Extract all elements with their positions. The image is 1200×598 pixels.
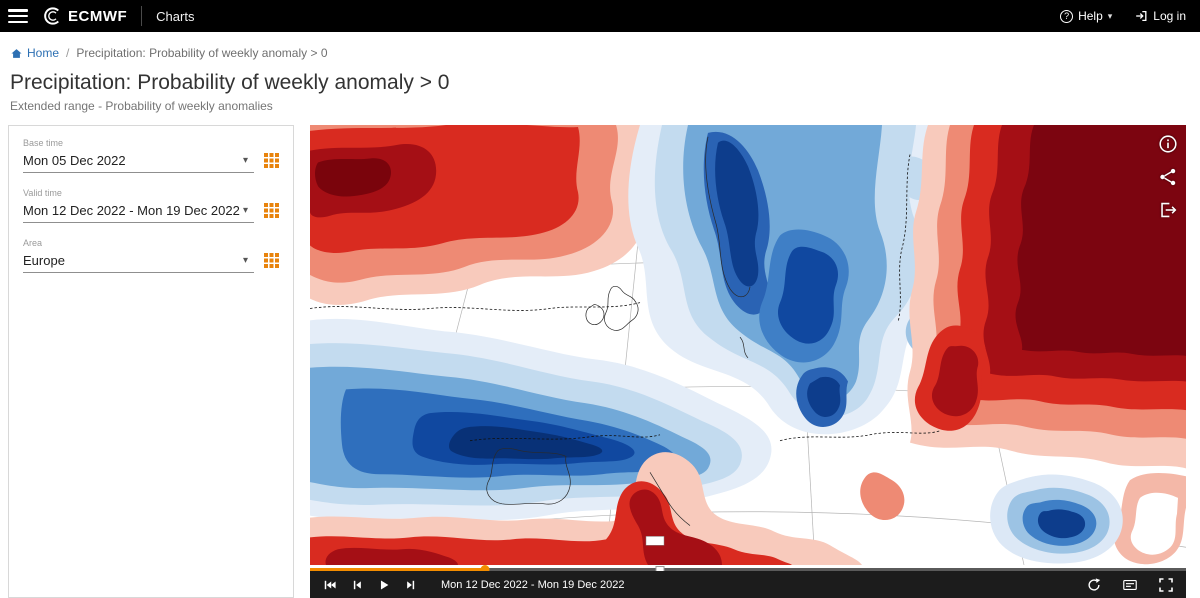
contour-lines	[310, 154, 941, 442]
base-time-grid-button[interactable]	[264, 153, 279, 168]
help-menu[interactable]: ? Help ▾	[1060, 9, 1112, 23]
grid-icon	[264, 253, 279, 268]
map-attribution-box	[645, 536, 665, 546]
login-button[interactable]: Log in	[1134, 9, 1186, 23]
step-forward-button[interactable]	[400, 576, 422, 594]
loop-icon	[1088, 577, 1101, 591]
chevron-down-icon: ▾	[242, 255, 248, 266]
weather-map[interactable]	[310, 125, 1186, 565]
top-navbar: ECMWF Charts ? Help ▾ Log in	[0, 0, 1200, 32]
help-icon: ?	[1060, 9, 1074, 23]
ecmwf-logo[interactable]: ECMWF	[42, 6, 127, 26]
area-row: Area Europe ▾	[23, 238, 279, 273]
slider-fill	[310, 568, 486, 571]
info-icon	[1159, 135, 1177, 153]
step-back-button[interactable]	[346, 576, 368, 594]
login-icon	[1136, 10, 1147, 22]
valid-time-select[interactable]: Mon 12 Dec 2022 - Mon 19 Dec 2022 ▾	[23, 200, 254, 223]
step-back-icon	[353, 580, 361, 589]
share-button[interactable]	[1157, 166, 1179, 188]
map-area: Mon 12 Dec 2022 - Mon 19 Dec 2022	[310, 125, 1186, 598]
player-time-label: Mon 12 Dec 2022 - Mon 19 Dec 2022	[441, 578, 625, 591]
breadcrumb-home-link[interactable]: Home	[10, 46, 59, 60]
coastlines	[486, 136, 751, 526]
slider-track[interactable]	[310, 568, 1186, 571]
fullscreen-button[interactable]	[1155, 576, 1177, 594]
fullscreen-icon	[1159, 577, 1173, 592]
play-icon	[380, 579, 389, 590]
map-canvas	[310, 125, 1186, 565]
base-time-select[interactable]: Mon 05 Dec 2022 ▾	[23, 150, 254, 173]
breadcrumb-separator: /	[66, 46, 70, 60]
chart-options-panel: Base time Mon 05 Dec 2022 ▾ Valid time M…	[8, 125, 294, 598]
ecmwf-globe-icon	[44, 7, 59, 25]
login-label: Log in	[1153, 9, 1186, 23]
base-time-row: Base time Mon 05 Dec 2022 ▾	[23, 138, 279, 173]
breadcrumb-home-label: Home	[27, 46, 60, 60]
map-toolbar	[1157, 133, 1179, 221]
chevron-down-icon: ▾	[1107, 10, 1113, 21]
home-icon	[11, 48, 22, 58]
page-subtitle: Extended range - Probability of weekly a…	[10, 99, 273, 113]
export-icon	[1161, 202, 1177, 218]
page-title: Precipitation: Probability of weekly ano…	[10, 71, 450, 94]
skip-to-start-icon	[324, 580, 336, 589]
loop-button[interactable]	[1083, 576, 1105, 594]
base-time-label: Base time	[23, 138, 64, 148]
legend-icon	[1123, 579, 1137, 590]
menu-icon[interactable]	[8, 9, 28, 23]
skip-to-start-button[interactable]	[319, 576, 341, 594]
valid-time-label: Valid time	[23, 188, 62, 198]
area-grid-button[interactable]	[264, 253, 279, 268]
area-label: Area	[23, 238, 43, 248]
grid-icon	[264, 153, 279, 168]
valid-time-value: Mon 12 Dec 2022 - Mon 19 Dec 2022	[23, 203, 240, 218]
base-time-value: Mon 05 Dec 2022	[23, 153, 126, 168]
play-button[interactable]	[373, 576, 395, 594]
app-label[interactable]: Charts	[156, 8, 195, 24]
player-control-bar: Mon 12 Dec 2022 - Mon 19 Dec 2022	[310, 571, 1186, 598]
share-icon	[1160, 168, 1176, 186]
info-button[interactable]	[1157, 133, 1179, 155]
valid-time-row: Valid time Mon 12 Dec 2022 - Mon 19 Dec …	[23, 188, 279, 223]
breadcrumb: Home / Precipitation: Probability of wee…	[10, 46, 328, 60]
nav-divider	[141, 6, 143, 26]
chevron-down-icon: ▾	[242, 155, 248, 166]
chevron-down-icon: ▾	[242, 205, 248, 216]
help-label: Help	[1078, 9, 1103, 23]
area-select[interactable]: Europe ▾	[23, 250, 254, 273]
slider-handle[interactable]	[480, 565, 490, 574]
grid-icon	[264, 203, 279, 218]
export-button[interactable]	[1157, 199, 1179, 221]
step-forward-icon	[407, 580, 415, 589]
valid-time-grid-button[interactable]	[264, 203, 279, 218]
legend-toggle-button[interactable]	[1119, 576, 1141, 594]
area-value: Europe	[23, 253, 65, 268]
breadcrumb-current: Precipitation: Probability of weekly ano…	[76, 46, 328, 60]
brand-text: ECMWF	[68, 7, 128, 25]
